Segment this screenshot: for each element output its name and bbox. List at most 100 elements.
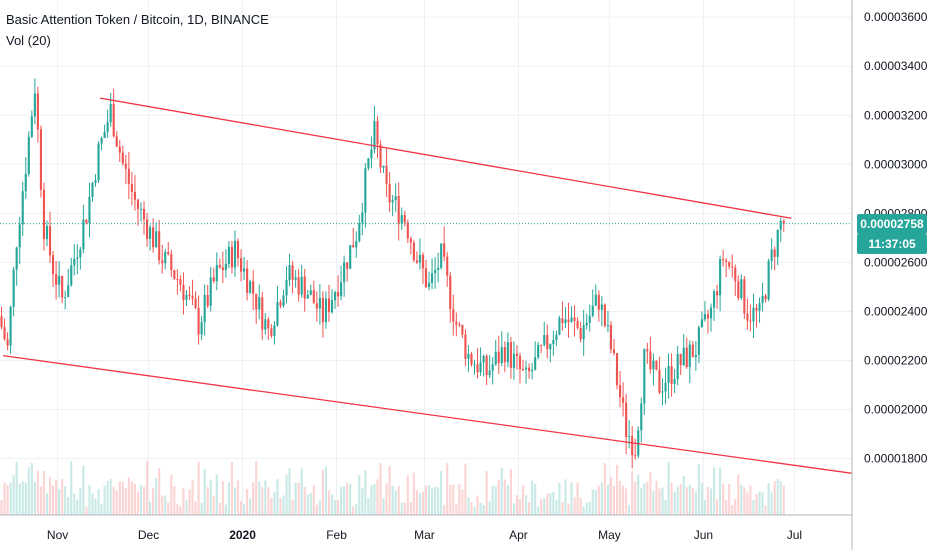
volume-bar [749, 485, 752, 515]
candle-body [15, 247, 18, 270]
volume-bar [515, 495, 519, 515]
volume-bar [534, 483, 537, 515]
candle-body [558, 318, 561, 335]
volume-bar [628, 504, 631, 515]
volume-bar [152, 488, 155, 515]
candle-body [461, 324, 464, 335]
volume-bar [461, 489, 464, 515]
candle-body [440, 243, 443, 268]
volume-legend[interactable]: Vol (20) [6, 33, 51, 48]
candle-body [764, 295, 767, 300]
candle-body [45, 226, 49, 239]
candle-body [552, 339, 555, 345]
volume-bar [279, 497, 282, 515]
candle-body [330, 300, 334, 313]
volume-bar [176, 504, 179, 515]
candle-body [758, 303, 761, 311]
candle-body [282, 295, 285, 306]
volume-bar [779, 481, 782, 515]
candle-body [622, 397, 625, 403]
volume-bar [303, 487, 306, 515]
candle-body [161, 260, 164, 264]
price-tick-label: 0.00003000 [864, 157, 928, 171]
candle-body [473, 364, 476, 366]
candle-body [306, 294, 309, 299]
volume-bar [155, 478, 158, 515]
candle-body [576, 320, 579, 328]
volume-bar [691, 487, 694, 515]
volume-bar [440, 471, 443, 515]
time-tick-label: Mar [414, 528, 435, 542]
candle-body [218, 265, 221, 268]
candle-body [391, 200, 394, 203]
volume-bar [449, 485, 452, 515]
volume-bar [725, 500, 728, 515]
volume-bar [600, 482, 603, 515]
volume-bar [343, 486, 346, 515]
volume-bar [688, 484, 691, 515]
candle-body [127, 168, 130, 184]
candle-body [631, 436, 634, 456]
volume-bar [424, 485, 428, 515]
candle-body [337, 292, 340, 297]
volume-bar [706, 487, 710, 515]
volume-bar [585, 502, 588, 515]
volume-bar [537, 506, 540, 515]
volume-bar [200, 502, 203, 515]
volume-bar [579, 497, 582, 515]
volume-bar [470, 501, 473, 515]
volume-bar [288, 468, 291, 515]
volume-bar [743, 487, 746, 515]
candle-body [446, 256, 449, 276]
candle-body [152, 227, 155, 248]
candle-body [288, 265, 291, 281]
volume-bar [561, 502, 564, 515]
volume-bar [233, 487, 237, 515]
candle-body [364, 168, 367, 213]
volume-bar [212, 496, 215, 515]
volume-bar [719, 467, 722, 515]
candle-body [691, 344, 694, 358]
volume-bar [546, 493, 549, 515]
volume-bar [349, 483, 352, 515]
candle-body [103, 131, 106, 138]
volume-bar [106, 480, 109, 515]
volume-bar [33, 482, 36, 515]
candle-body [246, 268, 249, 293]
volume-bar [145, 461, 149, 515]
candle-body [82, 219, 85, 250]
candle-body [164, 251, 167, 264]
volume-bar [694, 491, 697, 515]
volume-bar [403, 502, 406, 515]
symbol-legend[interactable]: Basic Attention Token / Bitcoin, 1D, BIN… [6, 12, 269, 27]
volume-bar [709, 488, 713, 515]
volume-bar [664, 499, 667, 515]
candle-body [379, 144, 382, 168]
candle-body [361, 212, 364, 224]
volume-bar [258, 481, 261, 515]
candle-body [352, 245, 355, 248]
candle-body [488, 370, 491, 376]
volume-bar [370, 485, 373, 515]
candle-body [716, 291, 719, 296]
volume-bar [376, 479, 379, 515]
volume-bar [297, 482, 300, 515]
volume-bar [391, 485, 394, 515]
volume-bar [452, 484, 455, 515]
volume-bar [746, 492, 749, 515]
candle-body [249, 281, 252, 293]
candle-body [512, 353, 515, 368]
candle-body [355, 241, 358, 248]
candle-body [170, 254, 173, 271]
candle-body [591, 305, 594, 316]
candle-body [749, 320, 752, 322]
volume-bar [412, 472, 415, 515]
candle-body [300, 276, 303, 295]
candle-body [100, 137, 103, 144]
volume-bar [576, 482, 579, 515]
candle-body [173, 270, 176, 279]
volume-bar [773, 480, 776, 515]
candle-body [661, 391, 664, 393]
volume-bar [427, 484, 431, 515]
